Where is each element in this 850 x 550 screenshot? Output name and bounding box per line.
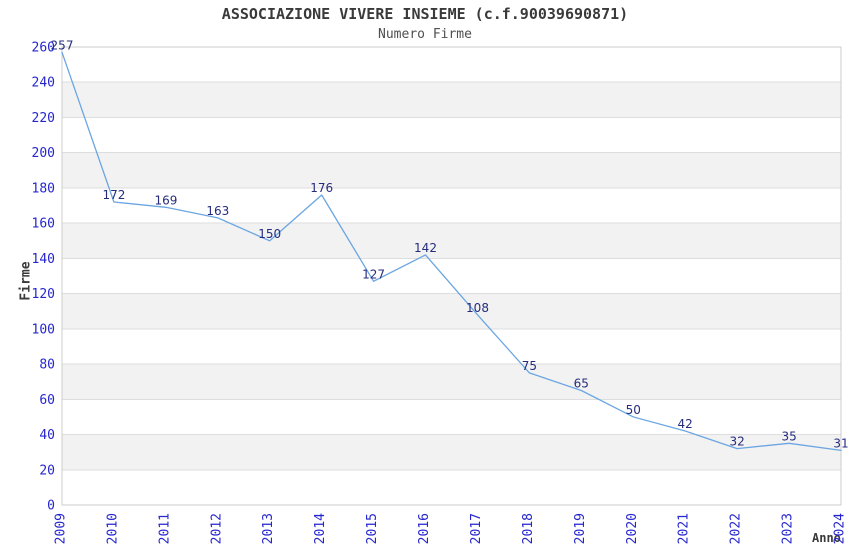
- x-tick-label: 2009: [54, 513, 69, 544]
- y-tick-label: 20: [39, 463, 55, 478]
- value-label: 31: [833, 436, 848, 450]
- grid-band: [62, 364, 841, 400]
- value-label: 163: [206, 204, 229, 218]
- x-tick-label: 2011: [157, 513, 172, 544]
- x-tick-label: 2020: [625, 513, 640, 544]
- chart-title: ASSOCIAZIONE VIVERE INSIEME (c.f.9003969…: [221, 5, 629, 23]
- x-tick-label: 2012: [209, 513, 224, 544]
- y-tick-label: 200: [32, 146, 55, 161]
- y-tick-label: 80: [39, 358, 55, 373]
- value-label: 172: [102, 188, 125, 202]
- x-tick-label: 2015: [365, 513, 380, 544]
- value-label: 32: [729, 435, 744, 449]
- y-tick-label: 220: [32, 111, 55, 126]
- value-label: 169: [154, 193, 177, 207]
- y-tick-label: 240: [32, 76, 55, 91]
- x-tick-label: 2024: [833, 513, 848, 544]
- y-tick-label: 260: [32, 41, 55, 56]
- grid-band: [62, 152, 841, 188]
- x-tick-label: 2021: [677, 513, 692, 544]
- x-tick-label: 2013: [261, 513, 276, 544]
- value-label: 127: [362, 267, 385, 281]
- value-label: 257: [51, 38, 74, 52]
- y-tick-label: 160: [32, 217, 55, 232]
- value-label: 50: [626, 403, 641, 417]
- y-tick-label: 120: [32, 287, 55, 302]
- series-line: [61, 51, 842, 452]
- value-label: 108: [466, 301, 489, 315]
- value-label: 75: [522, 359, 537, 373]
- grid-band: [62, 223, 841, 259]
- x-tick-label: 2010: [105, 513, 120, 544]
- value-label: 150: [258, 227, 281, 241]
- chart-subtitle: Numero Firme: [378, 27, 472, 42]
- x-tick-label: 2023: [781, 513, 796, 544]
- value-label: 176: [310, 181, 333, 195]
- y-tick-label: 140: [32, 252, 55, 267]
- x-axis-title: Anno: [812, 531, 841, 545]
- x-tick-label: 2017: [469, 513, 484, 544]
- plot-border: [61, 46, 842, 506]
- x-tick-label: 2018: [521, 513, 536, 544]
- grid-band: [62, 82, 841, 118]
- x-tick-label: 2019: [573, 513, 588, 544]
- value-label: 42: [678, 417, 693, 431]
- value-label: 142: [414, 241, 437, 255]
- value-label: 65: [574, 377, 589, 391]
- grid-band: [62, 434, 841, 470]
- y-tick-label: 60: [39, 393, 55, 408]
- y-tick-label: 100: [32, 322, 55, 337]
- y-tick-label: 0: [47, 499, 55, 514]
- x-tick-label: 2022: [729, 513, 744, 544]
- y-tick-label: 180: [32, 181, 55, 196]
- grid-band: [62, 293, 841, 329]
- x-tick-label: 2016: [417, 513, 432, 544]
- value-label: 35: [781, 429, 796, 443]
- x-tick-label: 2014: [313, 513, 328, 544]
- y-tick-label: 40: [39, 428, 55, 443]
